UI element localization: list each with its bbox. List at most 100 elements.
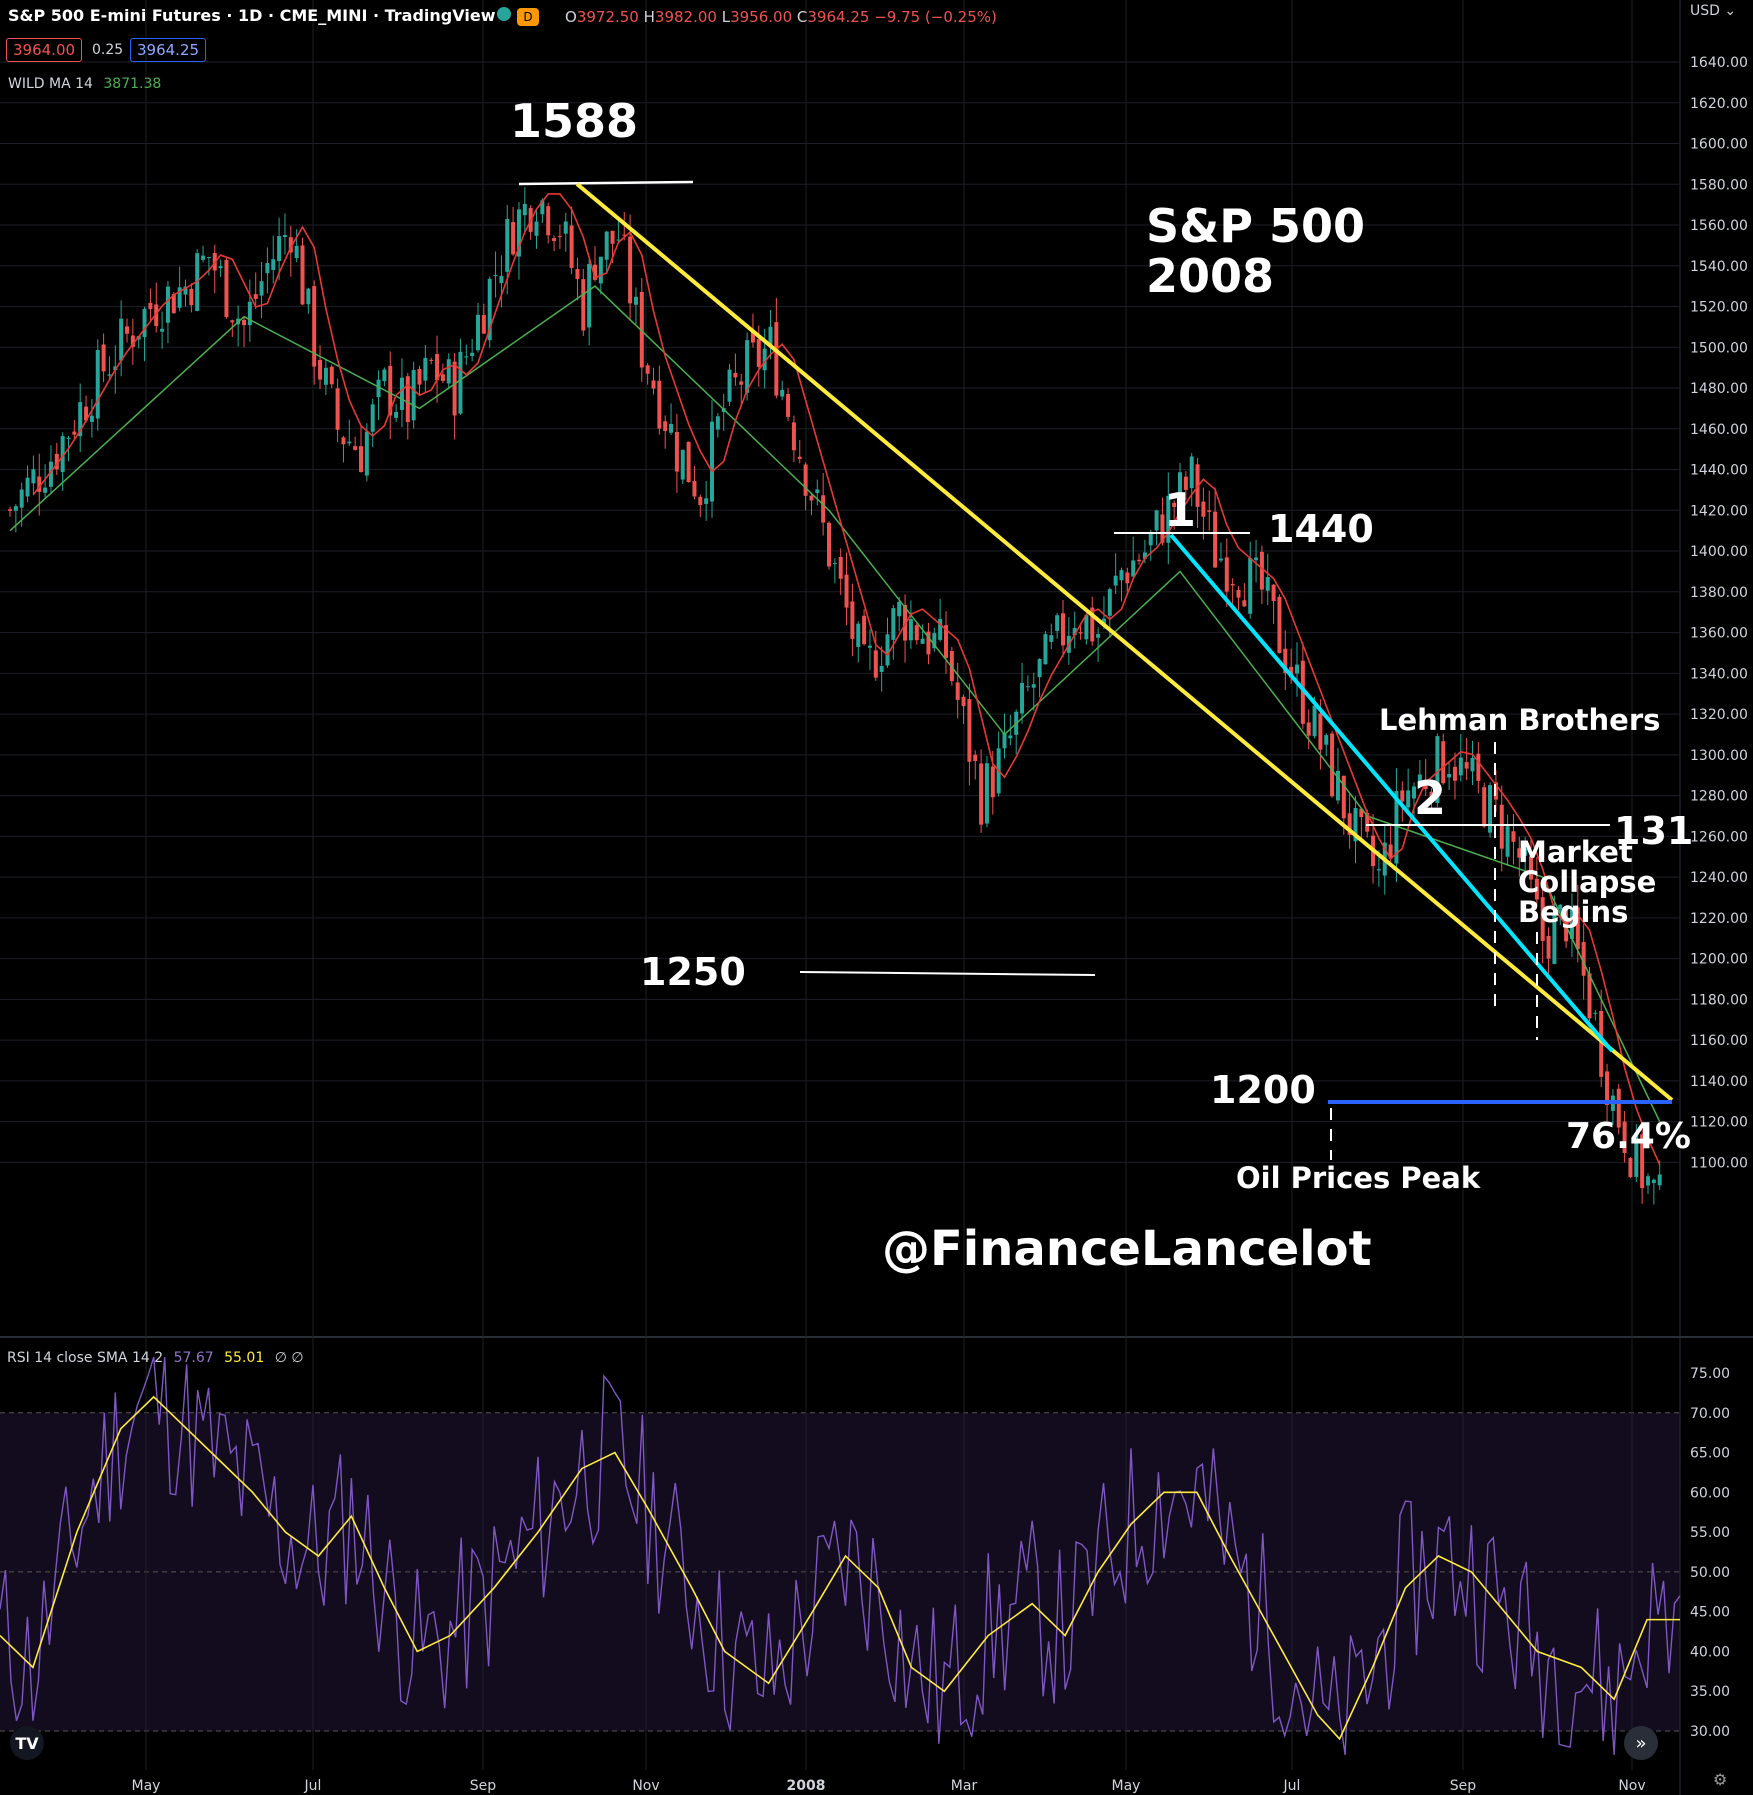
candle-body (657, 380, 662, 429)
time-tick: Nov (632, 1778, 659, 1794)
candle-body (961, 696, 966, 707)
candle-body (1037, 659, 1042, 678)
candle-body (423, 357, 428, 381)
candle-body (1061, 613, 1065, 646)
candle-body (19, 489, 24, 508)
candle-body (1628, 1158, 1633, 1178)
eye-icon[interactable] (497, 6, 511, 25)
candle-body (1546, 935, 1551, 959)
bid-price-button[interactable]: 3964.00 (6, 38, 83, 62)
candle-body (72, 431, 77, 435)
candle-body (388, 365, 393, 416)
candle-body (470, 352, 475, 356)
d-badge-icon[interactable]: D (517, 6, 539, 26)
oil-peak-label: Oil Prices Peak (1236, 1161, 1481, 1195)
candle-body (1230, 583, 1235, 586)
candle-body (341, 437, 346, 445)
candle-body (107, 374, 112, 376)
candle-body (8, 509, 12, 511)
wild-ma-legend[interactable]: WILD MA 14 3871.38 (8, 76, 162, 92)
ohlc-readout: O3972.50 H3982.00 L3956.00 C3964.25 −9.7… (565, 8, 997, 26)
candle-body (353, 446, 358, 450)
title-label-line2: 2008 (1146, 249, 1274, 303)
candle-body (1049, 635, 1054, 642)
candle-body (616, 239, 621, 241)
candle-body (563, 221, 568, 234)
gear-icon[interactable]: ⚙ (1713, 1770, 1728, 1789)
candle-body (282, 235, 287, 237)
candle-body (476, 314, 480, 351)
candle-body (1008, 735, 1013, 739)
rsi-legend[interactable]: RSI 14 close SMA 14 2 57.67 55.01 ∅ ∅ (7, 1350, 304, 1366)
candle-body (405, 376, 410, 423)
candle-body (1499, 804, 1504, 849)
candle-body (1090, 607, 1095, 642)
candle-body (546, 206, 551, 236)
candle-body (446, 359, 451, 384)
spread-value: 0.25 (92, 42, 124, 58)
currency-selector[interactable]: USD ⌄ (1690, 3, 1737, 19)
price-tick: 1420.00 (1690, 503, 1748, 519)
candle-body (1318, 713, 1323, 750)
candle-body (329, 366, 334, 385)
candle-body (318, 359, 323, 380)
candle-body (43, 487, 48, 493)
candle-body (142, 308, 147, 338)
candle-body (516, 209, 521, 257)
candle-body (499, 275, 504, 284)
candle-body (955, 682, 960, 700)
candle-body (1295, 664, 1299, 674)
price-tick: 1220.00 (1690, 911, 1748, 927)
candle-body (1581, 942, 1586, 976)
ask-price-button[interactable]: 3964.25 (130, 38, 207, 62)
candle-body (932, 633, 937, 649)
candle-body (1634, 1132, 1639, 1177)
candle-body (557, 235, 562, 237)
candle-body (1575, 907, 1580, 950)
candle-body (1388, 844, 1393, 859)
candle-body (1569, 908, 1574, 939)
price-tick: 1260.00 (1690, 829, 1748, 845)
point-2-label: 2 (1414, 771, 1446, 825)
candle-body (669, 424, 674, 433)
tradingview-logo-icon[interactable]: TV (10, 1726, 44, 1760)
candle-body (493, 274, 498, 277)
price-tick: 1360.00 (1690, 626, 1748, 642)
candle-body (13, 506, 18, 511)
candle-body (1605, 1071, 1610, 1105)
candle-body (335, 388, 340, 430)
candle-body (903, 604, 908, 641)
candle-body (323, 367, 328, 385)
time-axis[interactable]: May Jul Sep Nov 2008 Mar May Jul Sep Nov (132, 1778, 1646, 1794)
candle-body (1622, 1121, 1627, 1154)
candle-body (382, 369, 387, 382)
price-tick: 1160.00 (1690, 1033, 1748, 1049)
candle-body (1055, 615, 1060, 631)
candle-body (920, 638, 925, 644)
level-1440-label: 1440 (1268, 507, 1374, 551)
candle-body (48, 461, 53, 487)
candle-body (95, 350, 100, 419)
candle-body (1529, 856, 1533, 880)
scroll-to-realtime-icon[interactable]: » (1624, 1726, 1658, 1760)
candle-body (399, 377, 404, 410)
peak-1588-label: 1588 (510, 94, 638, 148)
time-tick: Jul (304, 1778, 322, 1794)
candle-body (844, 574, 849, 608)
candle-body (481, 315, 486, 334)
candle-body (429, 359, 434, 361)
price-tick: 1600.00 (1690, 137, 1748, 153)
candle-body (78, 402, 83, 437)
level-131-label: 131 (1614, 809, 1693, 853)
market-collapse-line2: Collapse (1518, 865, 1656, 899)
price-axis[interactable]: 1100.00 1120.00 1140.00 1160.00 1180.00 1200.… (1690, 55, 1748, 1740)
level-1200-label: 1200 (1210, 1068, 1316, 1112)
candle-body (511, 222, 516, 255)
price-tick: 1340.00 (1690, 666, 1748, 682)
candle-body (832, 563, 837, 565)
candle-body (1458, 757, 1463, 776)
price-candles (8, 187, 1662, 1205)
candle-body (1359, 808, 1364, 818)
candle-body (66, 437, 71, 439)
